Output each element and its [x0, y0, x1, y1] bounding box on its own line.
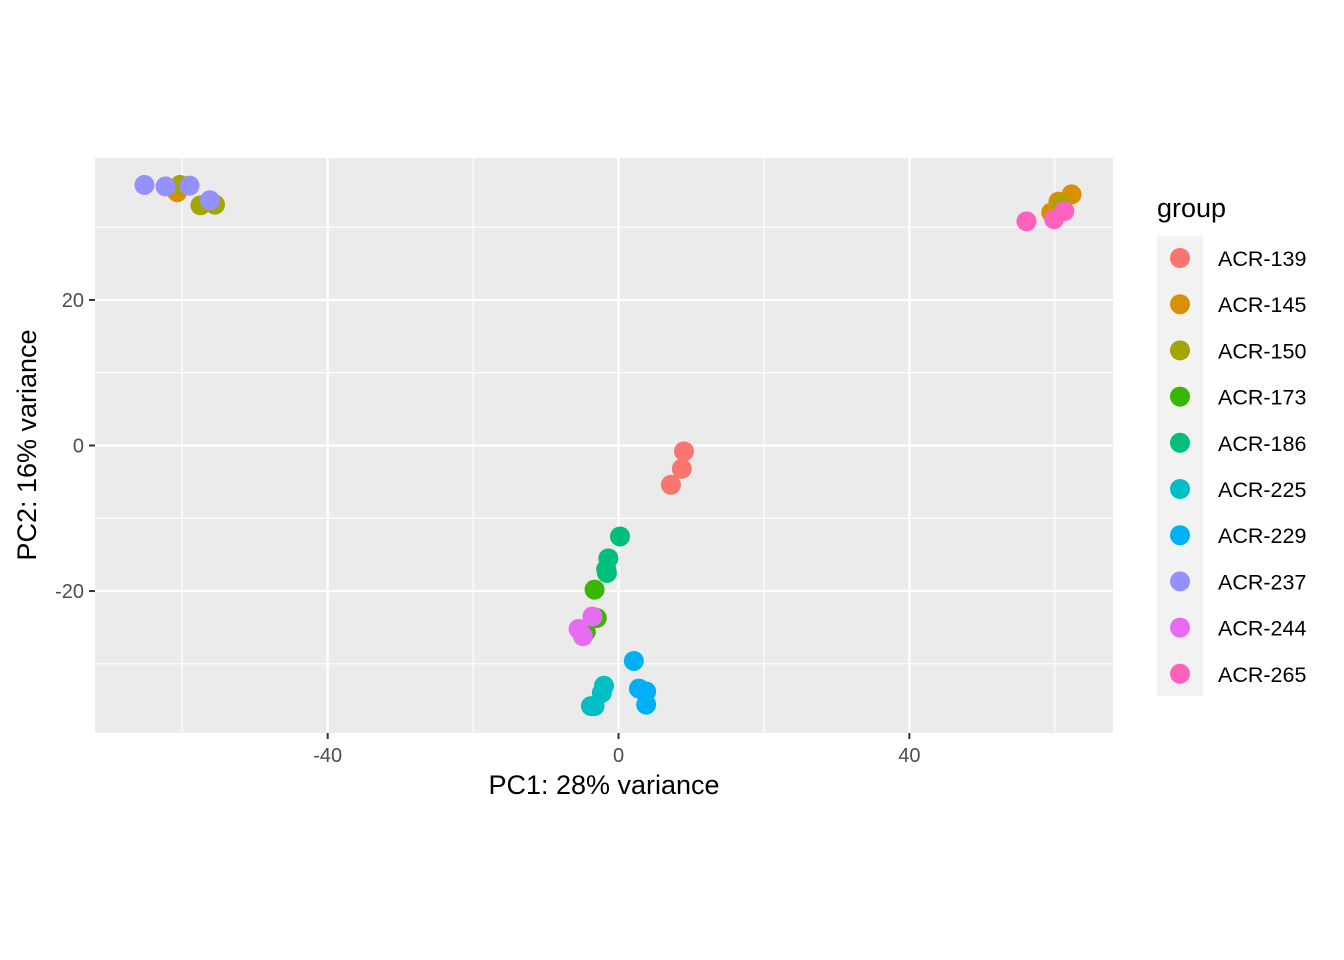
data-point [673, 441, 694, 462]
legend-label: ACR-150 [1218, 339, 1306, 363]
legend-key [1170, 294, 1190, 315]
data-point [199, 190, 220, 211]
y-axis-title: PC2: 16% variance [12, 329, 42, 560]
data-points [134, 174, 1082, 717]
data-point [1054, 201, 1075, 222]
x-tick-label: 0 [613, 745, 624, 767]
legend-key [1170, 571, 1190, 592]
data-point [134, 174, 155, 195]
data-point [1016, 211, 1037, 232]
legend: ACR-139 ACR-145 ACR-150 ACR-173 ACR-186 ACR-2… [1170, 247, 1306, 687]
data-point [179, 175, 200, 196]
legend-label: ACR-225 [1218, 478, 1306, 502]
legend-label: ACR-173 [1218, 386, 1306, 410]
data-point [596, 562, 617, 583]
legend-label: ACR-237 [1218, 570, 1306, 594]
data-point [155, 176, 176, 197]
data-point [636, 694, 657, 715]
x-tick-label: -40 [313, 745, 342, 767]
legend-label: ACR-244 [1218, 617, 1306, 641]
legend-key [1170, 386, 1190, 407]
data-point [572, 626, 593, 647]
axis-ticks: -40 0 40 -20 0 20 [55, 290, 920, 767]
legend-key [1170, 525, 1190, 546]
data-point [623, 650, 644, 671]
data-point [660, 474, 681, 495]
legend-key [1170, 432, 1190, 453]
legend-key [1170, 479, 1190, 499]
legend-label: ACR-229 [1218, 524, 1306, 548]
legend-key [1170, 340, 1190, 361]
data-point [582, 606, 603, 627]
legend-label: ACR-145 [1218, 293, 1306, 317]
legend-label: ACR-139 [1218, 247, 1306, 271]
legend-label: ACR-186 [1218, 432, 1306, 456]
data-point [584, 696, 605, 717]
legend-key [1170, 663, 1190, 684]
data-point [584, 579, 605, 600]
legend-key [1170, 248, 1190, 268]
data-point [671, 458, 692, 479]
x-axis-title: PC1: 28% variance [488, 770, 719, 800]
legend-label: ACR-265 [1218, 663, 1306, 687]
legend-key [1170, 617, 1190, 638]
legend-title: group [1157, 193, 1226, 223]
y-tick-label: -20 [55, 581, 84, 603]
x-tick-label: 40 [898, 745, 920, 767]
y-tick-label: 0 [73, 436, 84, 458]
data-point [609, 526, 630, 547]
y-tick-label: 20 [62, 290, 84, 312]
